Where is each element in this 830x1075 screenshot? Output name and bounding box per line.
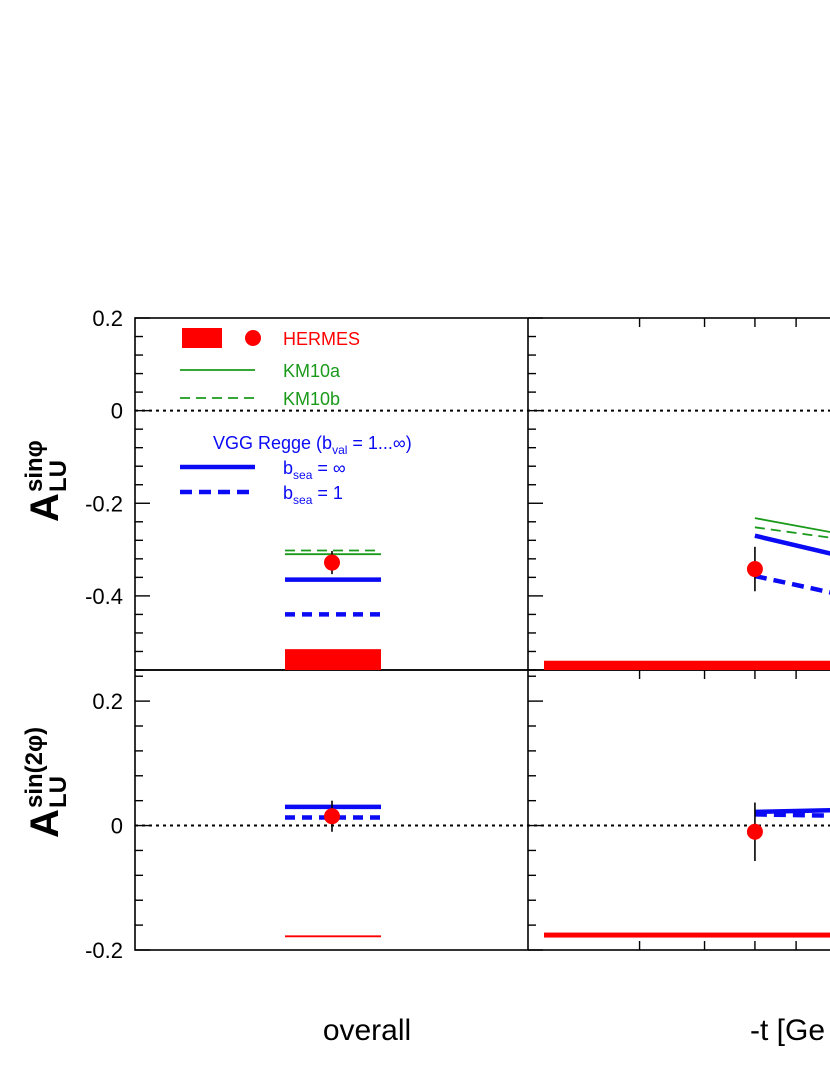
t-km10b-curve (754, 526, 830, 539)
legend-km10b-label: KM10b (283, 389, 340, 409)
legend-vgg-title-pre: VGG Regge (b (213, 433, 332, 453)
y-axis-label-sub: LU (45, 460, 72, 492)
x-axis-label-overall: overall (323, 1014, 411, 1047)
legend-hermes-label: HERMES (283, 329, 360, 349)
y-label-superscript: sinφ (21, 440, 48, 492)
legend-vgg-title-post: = 1...∞) (347, 433, 411, 453)
t-hermes-point-0 (746, 561, 763, 578)
t-km10a-curve (754, 517, 830, 533)
y-label-main: A (23, 809, 67, 838)
legend-hermes-band-swatch (182, 328, 222, 348)
y-label-main: A (23, 493, 67, 522)
y-label-subscript: LU (45, 776, 72, 808)
y-tick-label: -0.4 (85, 584, 123, 609)
y-label-superscript: sin(2φ) (21, 727, 48, 808)
y-tick-label: -0.2 (85, 491, 123, 516)
x-axis-label-t: -t [Ge (750, 1014, 825, 1047)
legend-b: b (283, 483, 293, 503)
axis-ticks: 0.20-0.2-0.40.20-0.210-1 (85, 306, 797, 963)
t-vgg-bsea-inf-curve (754, 533, 830, 556)
y-axis-label-main: A (23, 809, 67, 838)
legend-b: b (283, 458, 293, 478)
overall-systematic-band (285, 649, 381, 670)
overall-hermes-point (324, 554, 340, 571)
t-systematic-band (544, 660, 830, 670)
t-vgg-bsea-inf-curve (754, 808, 830, 815)
legend: HERMES KM10a KM10b VGG Regge (bval = 1...∞)… (180, 328, 412, 507)
y-tick-label: 0 (111, 399, 123, 424)
legend-sub: sea (293, 468, 313, 482)
t-systematic-band (544, 932, 830, 938)
legend-vgg-bsea-1-label: bsea = 1 (283, 483, 343, 507)
t-vgg-bsea-1-curve (754, 573, 830, 595)
y-tick-label: 0 (111, 814, 123, 839)
data-marks (135, 409, 830, 938)
legend-vgg-bsea-inf-label: bsea = ∞ (283, 458, 346, 482)
y-axis-label-sup: sin(2φ) (21, 727, 48, 808)
panel-frame-sin_2phi (134, 669, 830, 951)
overall-hermes-point (324, 808, 340, 825)
legend-km10a-label: KM10a (283, 361, 341, 381)
y-tick-label: -0.2 (85, 938, 123, 963)
y-axis-label-sub: LU (45, 776, 72, 808)
legend-post: = ∞ (312, 458, 346, 478)
y-label-subscript: LU (45, 460, 72, 492)
y-axis-label-sup: sinφ (21, 440, 48, 492)
panel-frames (134, 317, 830, 951)
t-hermes-point-0 (746, 823, 763, 840)
legend-hermes-point-swatch (245, 330, 261, 346)
legend-vgg-title: VGG Regge (bval = 1...∞) (213, 433, 412, 457)
legend-sub: sea (293, 493, 313, 507)
y-axis-label-main: A (23, 493, 67, 522)
legend-post: = 1 (312, 483, 343, 503)
y-tick-label: 0.2 (92, 306, 123, 331)
legend-vgg-title-sub: val (332, 443, 347, 457)
y-tick-label: 0.2 (92, 689, 123, 714)
